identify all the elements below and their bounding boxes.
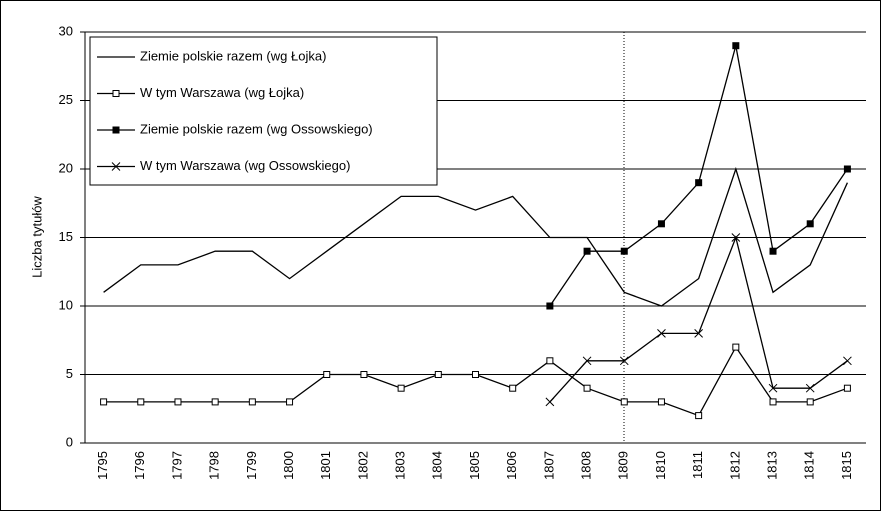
marker [695,179,703,187]
marker [768,383,778,393]
marker [112,126,120,134]
marker [583,384,591,392]
series-line [103,166,848,307]
marker [211,398,219,406]
x-tick-label: 1808 [579,451,594,480]
marker [694,329,703,338]
marker [397,384,405,392]
legend-box [89,36,438,186]
marker [732,343,740,351]
legend-label: Ziemie polskie razem (wg Ossowskiego) [140,121,373,136]
marker [545,397,555,407]
x-tick-label: 1796 [132,451,147,480]
marker [657,398,665,406]
marker [806,398,814,406]
x-tick-label: 1801 [318,451,333,480]
marker [620,398,628,406]
marker [695,412,703,420]
marker [323,371,331,378]
marker [769,247,777,255]
y-tick-label: 30 [59,23,73,38]
marker [174,398,182,406]
legend-label: W tym Warszawa (wg Łojka) [140,85,304,100]
marker [111,162,121,171]
marker [657,329,666,338]
x-tick-label: 1811 [690,451,705,479]
marker [112,90,120,97]
x-tick-label: 1813 [764,451,779,480]
marker [805,383,815,393]
x-tick-label: 1806 [504,451,519,480]
marker [806,220,814,228]
x-tick-label: 1804 [430,451,445,480]
marker [137,398,145,406]
x-tick-label: 1798 [207,451,222,480]
x-tick-label: 1807 [541,451,556,480]
x-tick-label: 1805 [467,451,482,480]
y-tick-label: 20 [59,160,73,175]
y-tick-label: 25 [59,92,73,107]
marker [472,371,479,378]
legend-label: W tym Warszawa (wg Ossowskiego) [140,158,350,173]
marker [286,398,294,406]
y-axis-label: Liczba tytułów [29,196,44,278]
marker [843,384,851,392]
marker [546,357,554,365]
marker [732,42,740,50]
marker [100,398,108,406]
y-tick-label: 5 [66,366,73,381]
x-tick-label: 1809 [616,451,631,480]
x-tick-label: 1799 [244,451,259,480]
marker [582,356,592,366]
x-tick-label: 1802 [355,451,370,480]
marker [619,356,629,366]
marker [434,371,442,378]
x-tick-label: 1815 [839,451,854,480]
marker [657,220,665,228]
marker [769,398,777,406]
x-tick-label: 1814 [802,451,817,480]
marker [248,398,256,406]
y-tick-label: 15 [59,229,73,244]
marker [360,371,368,378]
marker [731,233,741,242]
y-tick-label: 10 [59,297,73,312]
marker [843,165,851,173]
marker [509,384,517,392]
marker [620,247,628,255]
legend-label: Ziemie polskie razem (wg Łojka) [140,48,326,63]
marker [843,356,852,366]
x-tick-label: 1812 [727,451,742,480]
marker [546,302,554,310]
x-tick-label: 1797 [169,451,184,480]
marker [583,247,591,255]
x-tick-label: 1795 [95,451,110,480]
x-tick-label: 1810 [653,451,668,480]
x-tick-label: 1803 [393,451,408,480]
y-tick-label: 0 [66,434,73,449]
x-tick-label: 1800 [281,451,296,480]
